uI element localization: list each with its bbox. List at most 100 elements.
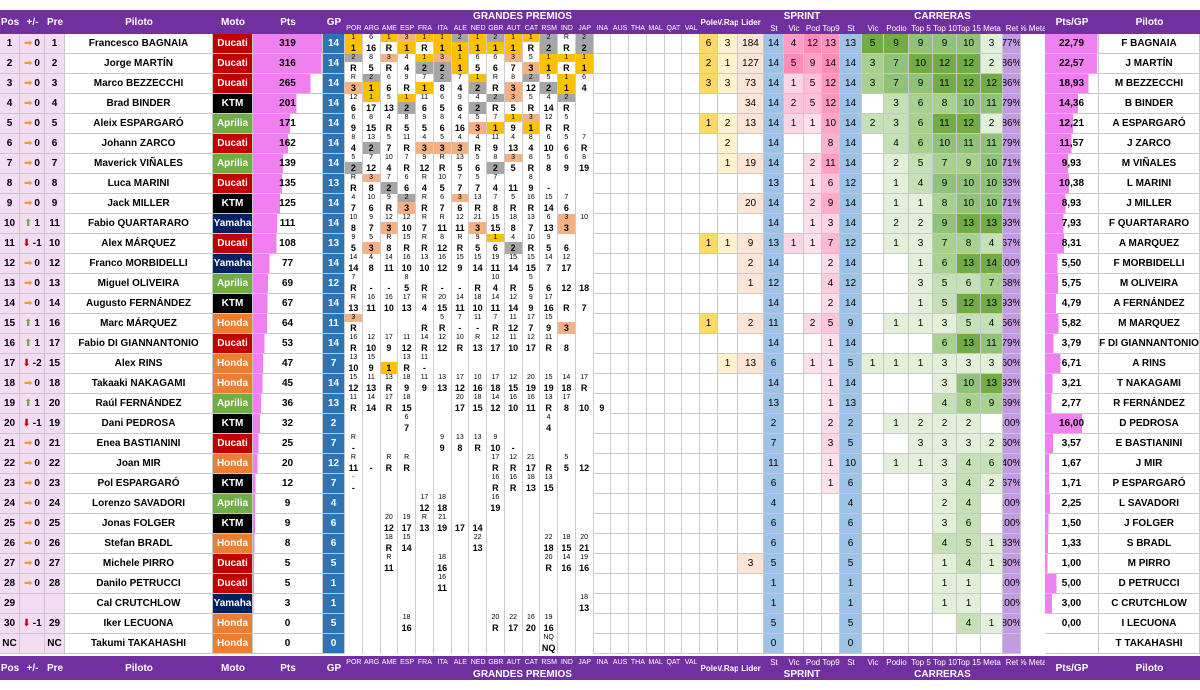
- race-result-value: [451, 482, 469, 494]
- delta-value: 0: [34, 158, 40, 169]
- race-stat: 3: [862, 54, 884, 74]
- race-result-value: 7: [451, 182, 469, 194]
- race-result: 14 12: [487, 394, 505, 414]
- race-result-value: [522, 642, 540, 654]
- points-cell: 9: [253, 494, 323, 514]
- race-stat: 3: [909, 274, 933, 294]
- laps-led: [738, 634, 764, 654]
- pole-count: [700, 414, 718, 434]
- race-result-value: 14: [504, 302, 522, 314]
- laps-led: [738, 614, 764, 634]
- race-empty: [664, 254, 683, 274]
- delta-cell: ➡ 0: [20, 274, 45, 294]
- race-result: [451, 634, 470, 654]
- sprint-result: 4: [380, 114, 398, 122]
- race-stat: 14: [840, 114, 862, 134]
- race-empty: [629, 434, 647, 454]
- manufacturer-badge: Yamaha: [213, 254, 253, 274]
- table-row: 21 ➡ 0 21 Enea BASTIANINI Ducati 25 7 R -9 9 13 8 13 R…: [0, 434, 1200, 454]
- gp-count: 1: [323, 574, 345, 594]
- table-row: 5 ➡ 0 5 Aleix ESPARGARÓ Aprilia 171 14 6 9 8 15 4 R 8 5…: [0, 114, 1200, 134]
- sprint-stat: 6: [822, 174, 840, 194]
- sprint-result: R: [380, 554, 398, 562]
- race-result: 10 8: [345, 214, 363, 234]
- sprint-result: 13: [433, 374, 451, 382]
- sprint-result: [433, 354, 451, 362]
- delta-cell: ➡ 0: [20, 434, 45, 454]
- race-stat: 2: [981, 434, 1003, 454]
- sprint-result: 5: [522, 94, 540, 102]
- sprint-result: [345, 494, 362, 502]
- sprint-result: [451, 454, 469, 462]
- fastest-laps: 3: [718, 34, 738, 54]
- sprint-stat: 1: [804, 354, 822, 374]
- race-result-value: 11: [433, 582, 451, 594]
- race-result: [380, 614, 399, 634]
- race-result: 18 10: [469, 294, 487, 314]
- race-result-value: 7: [345, 202, 362, 214]
- race-result: [398, 634, 416, 654]
- laps-led: [738, 334, 764, 354]
- race-empty: [646, 294, 665, 314]
- rider-short-name: E BASTIANINI: [1099, 434, 1200, 454]
- sprint-result: 20: [522, 374, 540, 382]
- sprint-result: [504, 494, 522, 502]
- race-result-value: [575, 442, 593, 454]
- race-result-value: [522, 602, 540, 614]
- race-empty: [682, 174, 700, 194]
- race-result: [469, 354, 487, 374]
- race-stat: [933, 634, 957, 654]
- race-result-value: [575, 202, 593, 214]
- race-stat: 2: [981, 114, 1003, 134]
- race-result-value: R: [398, 162, 415, 174]
- race-result-value: 9: [522, 302, 540, 314]
- race-result-value: 8: [362, 262, 380, 274]
- sprint-result: 18: [469, 394, 486, 402]
- delta-cell: ➡ 0: [20, 54, 45, 74]
- race-result: 18 R: [380, 534, 399, 554]
- race-result-value: [398, 642, 415, 654]
- sprint-result: [558, 594, 575, 602]
- pole-count: 1: [700, 114, 718, 134]
- race-result-value: 15: [469, 402, 486, 414]
- sprint-stat: 1: [784, 114, 804, 134]
- race-result-value: 5: [433, 102, 451, 114]
- race-stat: 4: [884, 134, 909, 154]
- sprint-result: [469, 514, 486, 522]
- race-result: [504, 514, 523, 534]
- delta-cell: ➡ 0: [20, 134, 45, 154]
- race-result: [558, 434, 576, 454]
- race-result: 15 15: [487, 214, 505, 234]
- sprint-result: 2: [487, 94, 504, 102]
- race-result: 17 18: [487, 374, 505, 394]
- rider-name: Fabio DI GIANNANTONIO: [65, 334, 213, 354]
- race-result-value: [575, 582, 593, 594]
- race-result: [433, 474, 452, 494]
- sprint-result: [451, 574, 469, 582]
- sprint-result: 18: [469, 294, 486, 302]
- race-col-8: % Meta: [1021, 656, 1045, 668]
- race-result-value: [487, 542, 504, 554]
- race-result: [575, 494, 594, 514]
- race-stat: 2: [909, 414, 933, 434]
- sprint-result: [575, 294, 593, 302]
- sprint-stat: [804, 134, 822, 154]
- race-result-value: 12: [575, 462, 593, 474]
- race-result-value: [451, 422, 469, 434]
- sprint-result: 12: [487, 334, 504, 342]
- race-result-value: [451, 602, 469, 614]
- race-stat: 1: [933, 594, 957, 614]
- sprint-result: 15: [398, 234, 415, 242]
- race-empty: [664, 594, 683, 614]
- sprint-result: [504, 274, 522, 282]
- race-stat: 13: [957, 214, 981, 234]
- race-stat: [909, 494, 933, 514]
- race-result: [398, 574, 416, 594]
- delta-cell: ➡ 0: [20, 194, 45, 214]
- position-cell: 16: [0, 334, 20, 354]
- fastest-laps: 1: [718, 154, 738, 174]
